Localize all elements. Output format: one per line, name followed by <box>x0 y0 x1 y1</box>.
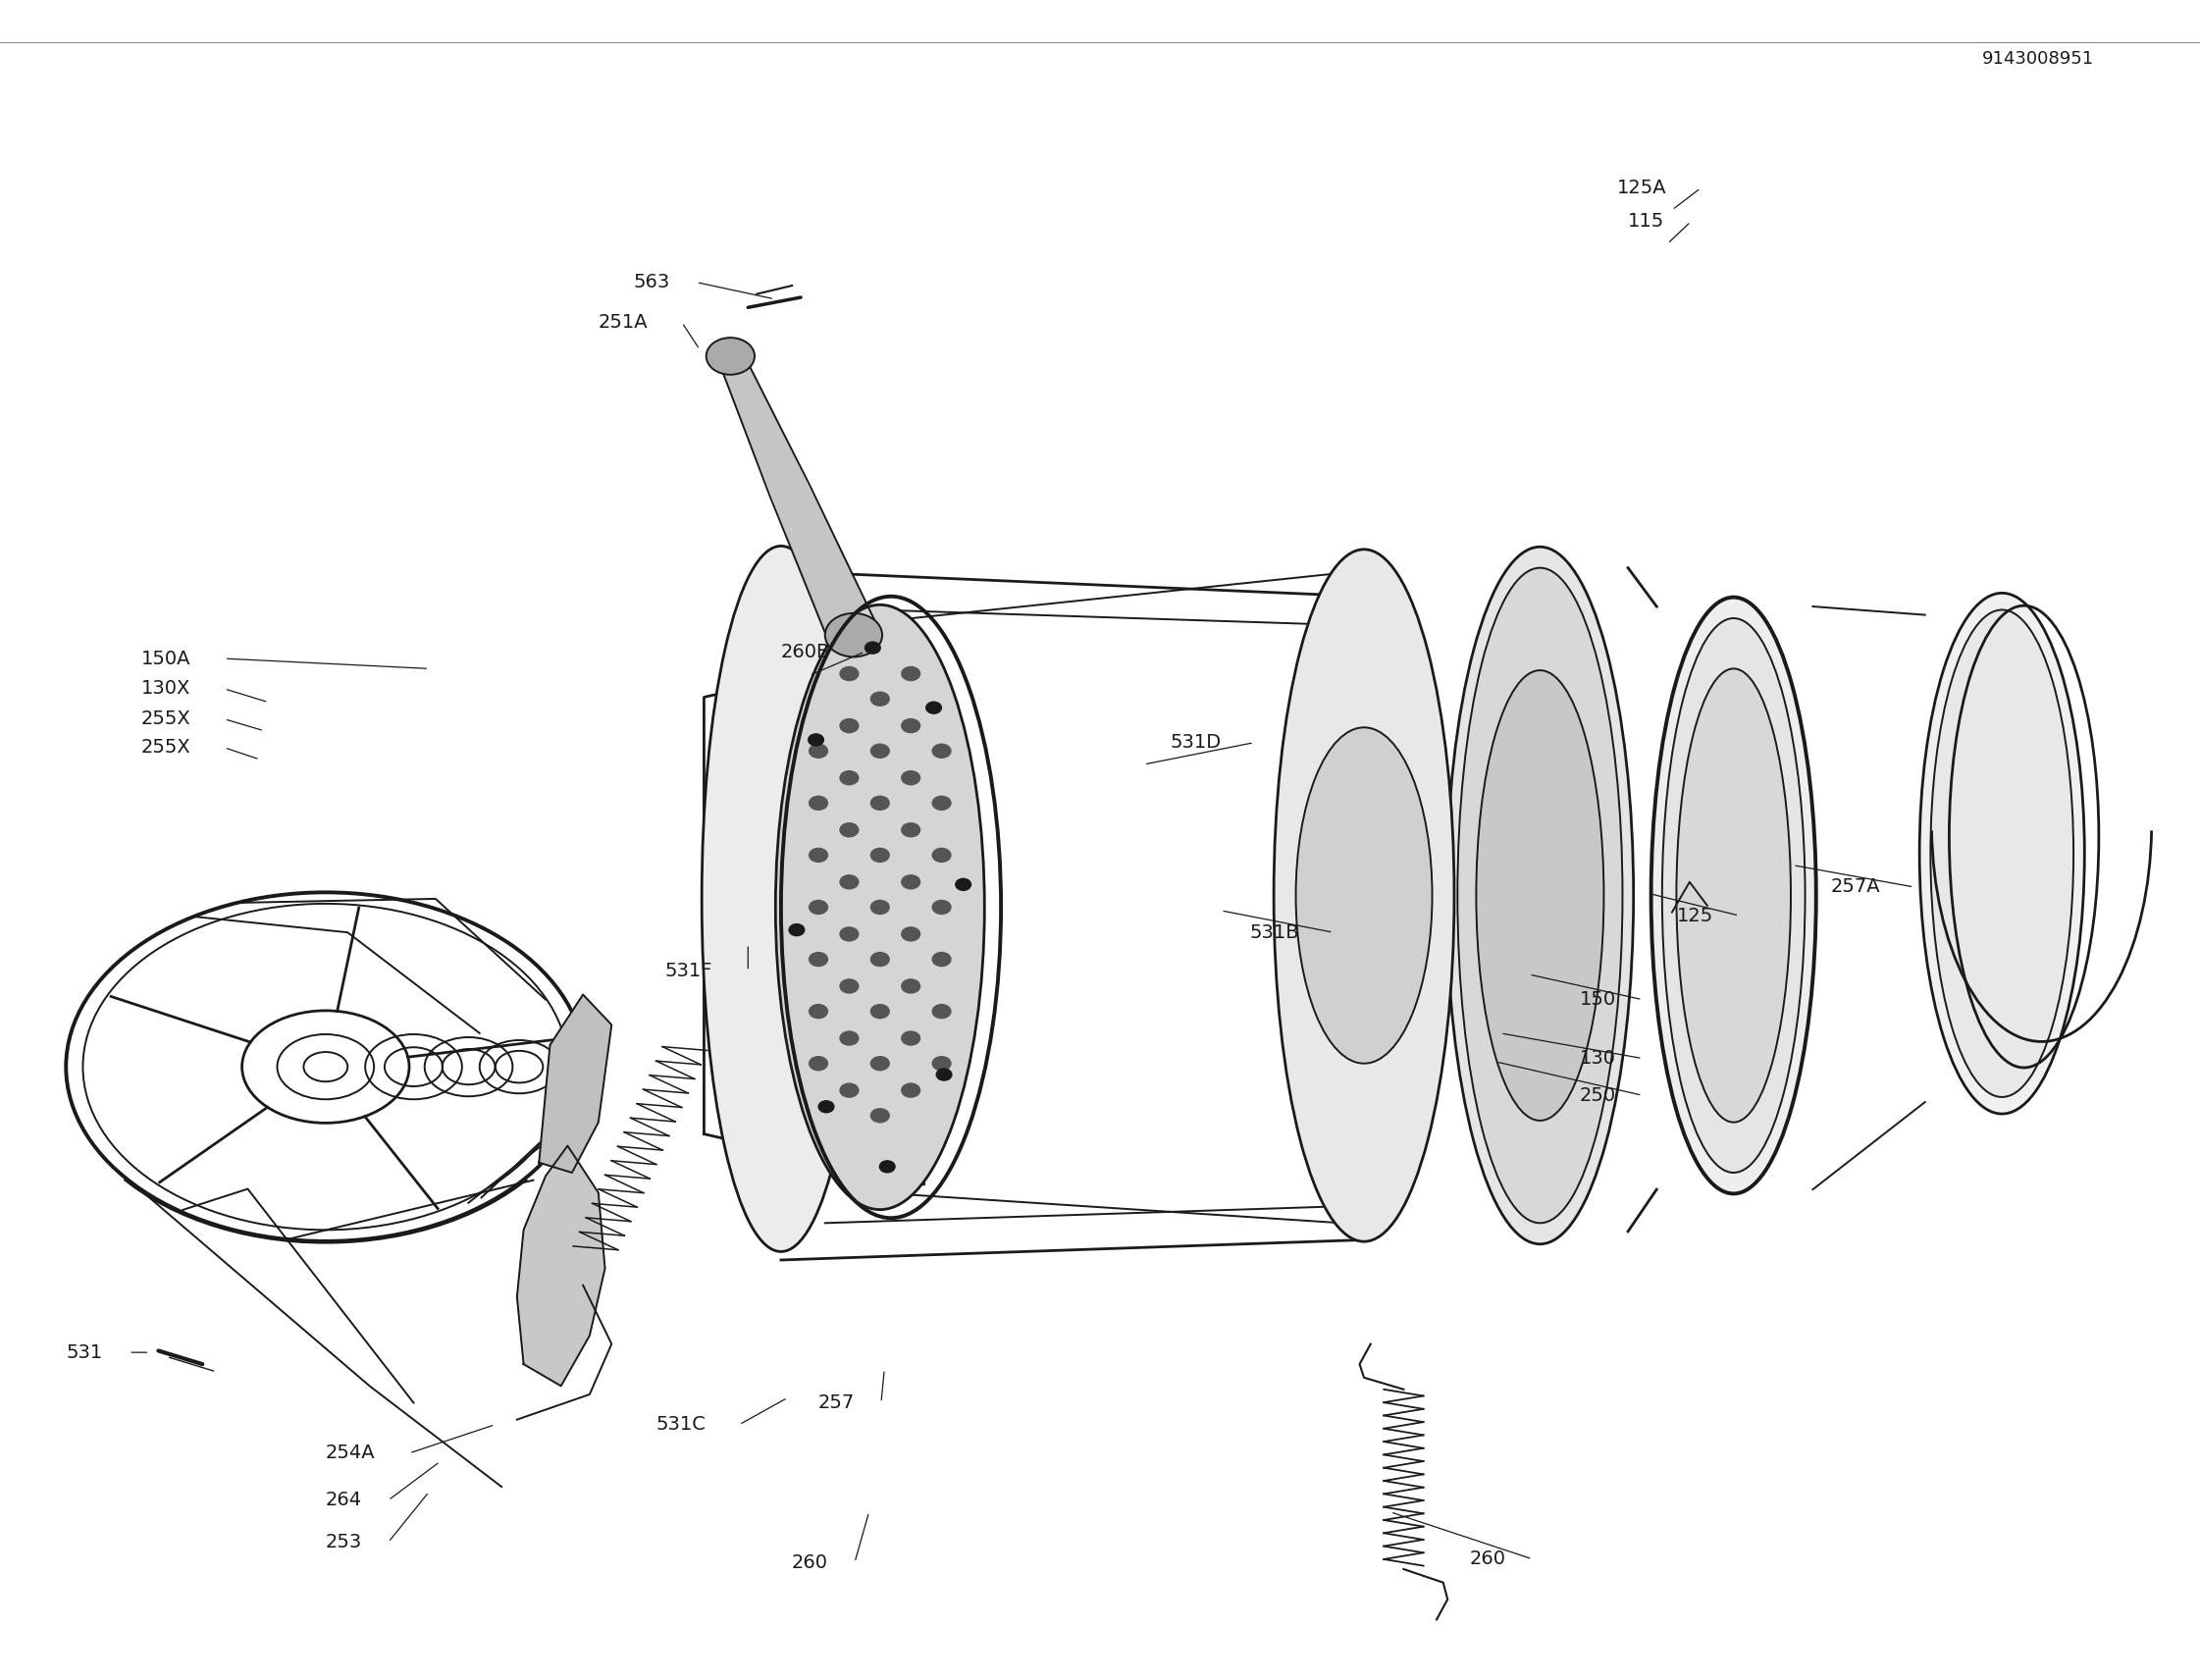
Circle shape <box>871 847 891 864</box>
Circle shape <box>840 1082 860 1099</box>
Polygon shape <box>539 995 612 1173</box>
Text: 253: 253 <box>326 1532 363 1552</box>
Circle shape <box>902 667 922 682</box>
Circle shape <box>706 338 755 375</box>
Circle shape <box>840 1030 860 1045</box>
Circle shape <box>840 978 860 993</box>
Circle shape <box>871 951 891 966</box>
Circle shape <box>818 1100 834 1112</box>
Circle shape <box>840 874 860 889</box>
Circle shape <box>902 769 922 786</box>
Circle shape <box>902 926 922 941</box>
Circle shape <box>840 667 860 682</box>
Text: 130X: 130X <box>141 679 189 699</box>
Circle shape <box>871 1057 891 1072</box>
Circle shape <box>933 1057 953 1072</box>
Circle shape <box>902 1082 922 1099</box>
Circle shape <box>840 719 860 732</box>
Text: 115: 115 <box>1628 212 1665 232</box>
Ellipse shape <box>1918 593 2086 1114</box>
Text: 531D: 531D <box>1170 732 1221 753</box>
Circle shape <box>825 613 882 657</box>
Text: 125A: 125A <box>1617 178 1668 198</box>
Circle shape <box>902 874 922 889</box>
Circle shape <box>902 1030 922 1045</box>
Circle shape <box>933 951 953 966</box>
Circle shape <box>933 743 953 758</box>
Text: 260B: 260B <box>781 642 829 662</box>
Ellipse shape <box>777 605 986 1210</box>
Text: 257: 257 <box>818 1393 856 1413</box>
Circle shape <box>926 702 942 714</box>
Circle shape <box>871 692 891 706</box>
Text: 531F: 531F <box>664 961 713 981</box>
Text: 9143008951: 9143008951 <box>1982 50 2094 69</box>
Circle shape <box>810 899 829 914</box>
Text: 255X: 255X <box>141 738 191 758</box>
Ellipse shape <box>702 546 860 1252</box>
Circle shape <box>790 924 805 936</box>
Circle shape <box>955 879 970 890</box>
Circle shape <box>810 847 829 864</box>
Circle shape <box>810 951 829 966</box>
Circle shape <box>810 1057 829 1072</box>
Circle shape <box>933 899 953 914</box>
Text: 260: 260 <box>1470 1549 1507 1569</box>
Circle shape <box>902 978 922 993</box>
Text: 130: 130 <box>1580 1048 1617 1068</box>
Circle shape <box>871 743 891 758</box>
Circle shape <box>865 642 880 654</box>
Text: 255X: 255X <box>141 709 191 729</box>
Circle shape <box>902 719 922 732</box>
Ellipse shape <box>1448 548 1632 1243</box>
Circle shape <box>933 847 953 864</box>
Circle shape <box>807 734 823 746</box>
Ellipse shape <box>1456 568 1624 1223</box>
Text: 257A: 257A <box>1830 877 1881 897</box>
Ellipse shape <box>1476 670 1604 1121</box>
Circle shape <box>933 1005 953 1018</box>
Text: 531: 531 <box>66 1342 103 1362</box>
Circle shape <box>902 823 922 837</box>
Circle shape <box>871 796 891 811</box>
Circle shape <box>840 926 860 941</box>
Circle shape <box>810 796 829 811</box>
Circle shape <box>937 1068 953 1080</box>
Text: 250: 250 <box>1580 1085 1617 1105</box>
Circle shape <box>810 1005 829 1018</box>
Ellipse shape <box>1663 618 1806 1173</box>
Text: 531C: 531C <box>656 1415 706 1435</box>
Text: 531B: 531B <box>1250 922 1300 942</box>
Circle shape <box>933 796 953 811</box>
Circle shape <box>871 899 891 914</box>
Text: 254A: 254A <box>326 1443 376 1463</box>
Text: 260: 260 <box>792 1552 829 1572</box>
Text: 563: 563 <box>634 272 671 292</box>
Polygon shape <box>717 353 878 642</box>
Ellipse shape <box>1650 598 1817 1193</box>
Ellipse shape <box>1274 549 1454 1242</box>
Circle shape <box>840 823 860 837</box>
Circle shape <box>810 743 829 758</box>
Text: 150: 150 <box>1580 990 1617 1010</box>
Ellipse shape <box>1676 669 1791 1122</box>
Ellipse shape <box>1932 610 2072 1097</box>
Circle shape <box>871 1005 891 1018</box>
Text: 251A: 251A <box>598 312 649 333</box>
Ellipse shape <box>1296 727 1432 1063</box>
Circle shape <box>871 1109 891 1122</box>
Text: 125: 125 <box>1676 906 1714 926</box>
Text: 264: 264 <box>326 1490 363 1510</box>
Text: 150A: 150A <box>141 648 191 669</box>
Polygon shape <box>517 1146 605 1386</box>
Circle shape <box>880 1161 895 1173</box>
Circle shape <box>840 769 860 786</box>
